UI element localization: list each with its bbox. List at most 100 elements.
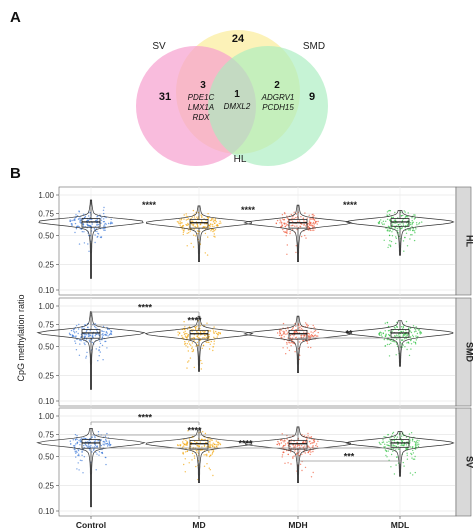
data-point	[408, 437, 411, 439]
data-point	[78, 453, 80, 455]
data-point	[418, 329, 421, 331]
significance-label: **	[345, 329, 353, 339]
y-tick-label: 0.25	[38, 371, 54, 380]
data-point	[290, 463, 292, 465]
data-point	[382, 439, 384, 441]
data-point	[94, 241, 96, 244]
data-point	[414, 232, 416, 234]
data-point	[414, 455, 416, 458]
category-group-control	[36, 428, 146, 508]
facet-panel-hl: 0.10 0.25 0.50 0.75 1.00 HL **** **** ****	[38, 186, 474, 296]
data-point	[295, 245, 297, 247]
data-point	[91, 218, 93, 221]
data-point	[394, 335, 396, 337]
data-point	[293, 331, 295, 334]
data-point	[296, 445, 298, 447]
data-point	[400, 343, 403, 345]
data-point	[183, 214, 185, 216]
y-tick-label: 0.10	[38, 397, 54, 406]
data-point	[206, 463, 208, 465]
data-point	[286, 215, 288, 217]
data-point	[86, 219, 89, 222]
data-point	[187, 350, 189, 352]
data-point	[291, 228, 294, 231]
data-point	[196, 341, 198, 344]
data-point	[414, 217, 416, 219]
data-point	[205, 336, 207, 339]
data-point	[184, 330, 186, 332]
venn-set-label-smd: SMD	[303, 41, 325, 52]
data-point	[77, 462, 79, 464]
data-point	[401, 339, 403, 342]
data-point	[101, 336, 104, 338]
data-point	[308, 214, 310, 216]
data-point	[209, 443, 211, 445]
data-point	[386, 343, 389, 346]
data-point	[312, 332, 314, 334]
data-point	[378, 441, 380, 444]
data-point	[71, 223, 73, 225]
data-point	[290, 225, 292, 227]
data-point	[283, 331, 286, 333]
data-point	[182, 451, 184, 454]
data-point	[379, 331, 381, 333]
data-point	[406, 342, 408, 344]
data-point	[75, 335, 77, 337]
data-point	[314, 330, 317, 332]
data-point	[188, 232, 190, 234]
data-point	[288, 341, 290, 344]
data-point	[74, 342, 77, 344]
data-point	[302, 441, 304, 444]
data-point	[391, 432, 394, 435]
data-point	[94, 440, 97, 442]
data-point	[203, 331, 206, 333]
data-point	[411, 440, 414, 442]
y-tick-label: 0.75	[38, 321, 54, 330]
data-point	[415, 343, 417, 345]
data-point	[77, 328, 80, 330]
data-point	[309, 440, 311, 442]
data-point	[103, 225, 105, 227]
data-point	[285, 353, 287, 355]
data-point	[71, 334, 74, 336]
data-point	[394, 445, 396, 447]
data-point	[217, 331, 220, 334]
data-point	[312, 324, 314, 327]
data-point	[205, 441, 207, 444]
data-point	[312, 218, 314, 220]
data-point	[286, 347, 289, 349]
data-point	[204, 438, 206, 441]
data-point	[98, 355, 100, 357]
data-point	[192, 223, 195, 226]
data-point	[94, 325, 96, 328]
data-point	[176, 444, 179, 446]
data-point	[289, 334, 292, 337]
data-point	[409, 222, 412, 224]
data-point	[281, 222, 283, 224]
data-point	[191, 224, 193, 226]
data-point	[402, 325, 405, 328]
data-point	[94, 446, 96, 448]
data-point	[312, 442, 314, 444]
violin-outline	[345, 431, 455, 477]
data-point	[410, 452, 412, 455]
data-point	[186, 336, 188, 339]
data-point	[190, 242, 192, 245]
data-point	[281, 225, 283, 228]
data-point	[87, 443, 90, 445]
data-point	[96, 230, 98, 233]
data-point	[286, 333, 288, 335]
data-point	[411, 453, 413, 456]
violin-outline	[38, 199, 144, 279]
data-point	[291, 341, 293, 344]
data-point	[296, 453, 298, 455]
data-point	[84, 334, 86, 336]
data-point	[380, 332, 382, 334]
data-point	[199, 327, 201, 330]
data-point	[380, 334, 383, 336]
data-point	[183, 331, 185, 334]
data-point	[282, 440, 284, 442]
data-point	[397, 229, 399, 232]
data-point	[287, 337, 289, 339]
data-point	[213, 233, 215, 235]
